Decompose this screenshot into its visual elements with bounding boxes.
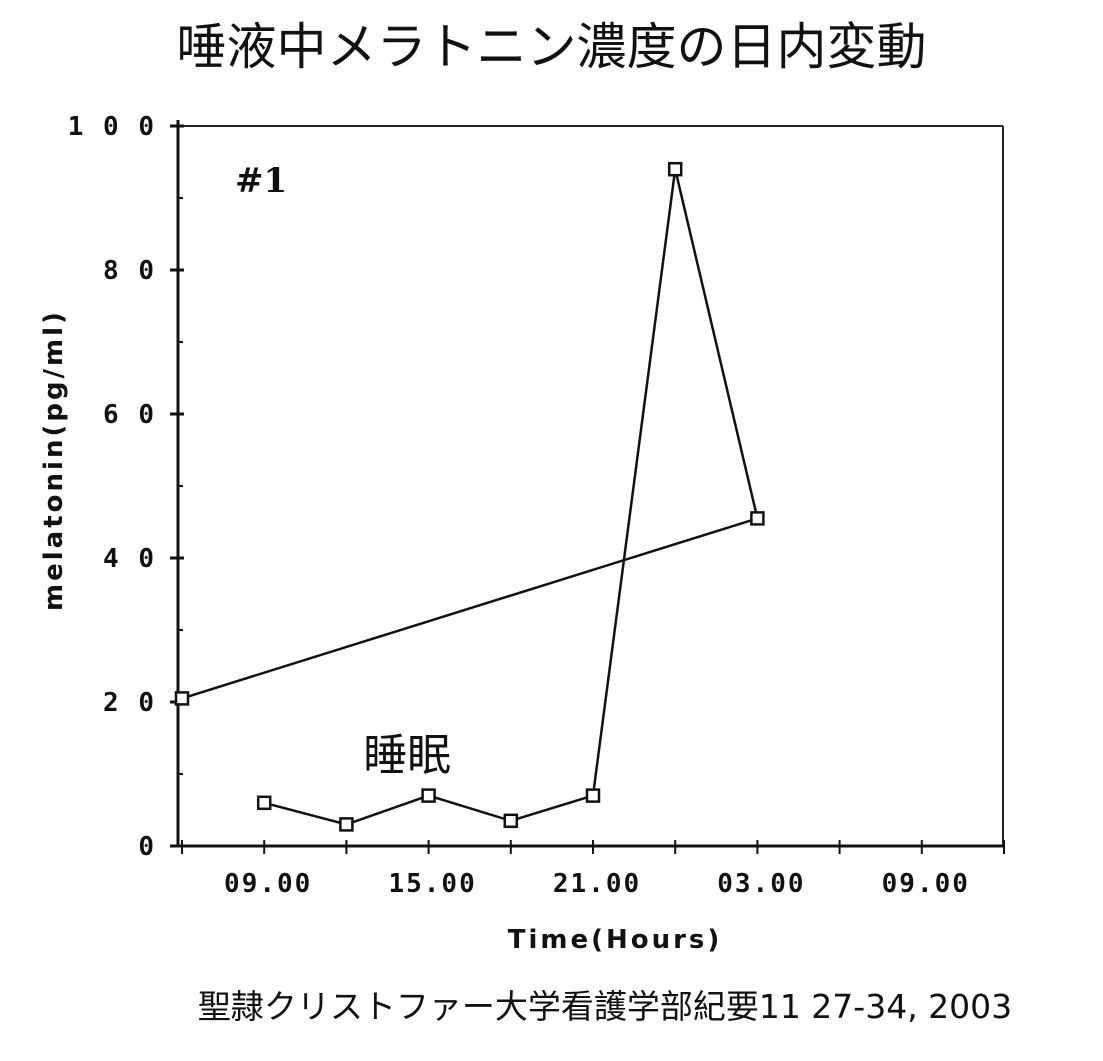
sleep-label: 睡眠 <box>363 730 451 781</box>
y-axis-title: melatonin(pg/ml) <box>39 309 69 611</box>
y-tick-label: 2 0 <box>103 688 156 718</box>
series-melatonin <box>174 161 765 832</box>
x-tick-label: 09.00 <box>882 869 970 899</box>
x-tick-label: 03.00 <box>717 869 805 899</box>
melatonin-line-chart: 02 04 06 08 01 0 0 09.00 15.00 21.00 03.00 0… <box>39 112 1005 955</box>
x-tick-label: 21.00 <box>553 869 641 899</box>
y-tick-label: 1 0 0 <box>68 112 156 142</box>
x-tick-label: 15.00 <box>388 869 476 899</box>
y-tick-label: 0 <box>138 832 156 862</box>
data-point <box>750 511 765 526</box>
data-point <box>174 691 190 706</box>
y-tick-label: 6 0 <box>103 400 156 430</box>
x-axis-title: Time(Hours) <box>508 925 723 955</box>
data-point <box>256 795 272 811</box>
series-line <box>181 168 759 826</box>
x-tick-label: 09.00 <box>224 869 312 899</box>
data-point <box>585 788 601 803</box>
x-axis-ticks: 09.00 15.00 21.00 03.00 09.00 <box>181 840 1005 899</box>
y-tick-label: 4 0 <box>103 544 156 574</box>
axes <box>176 120 1004 848</box>
data-point <box>421 788 436 803</box>
sleep-annotation: 睡眠 <box>363 730 451 781</box>
y-axis-ticks: 0 2 0 4 0 6 0 8 0 1 0 0 <box>68 112 184 862</box>
chart-title: 唾液中メラトニン濃度の日内変動 <box>176 18 927 76</box>
panel-label: #1 <box>235 161 287 201</box>
source-citation: 聖隷クリストファー大学看護学部紀要11 27-34, 2003 <box>197 987 1013 1026</box>
data-point <box>339 817 354 832</box>
data-point <box>503 813 519 829</box>
data-point <box>667 161 683 177</box>
y-tick-label: 8 0 <box>103 256 156 286</box>
